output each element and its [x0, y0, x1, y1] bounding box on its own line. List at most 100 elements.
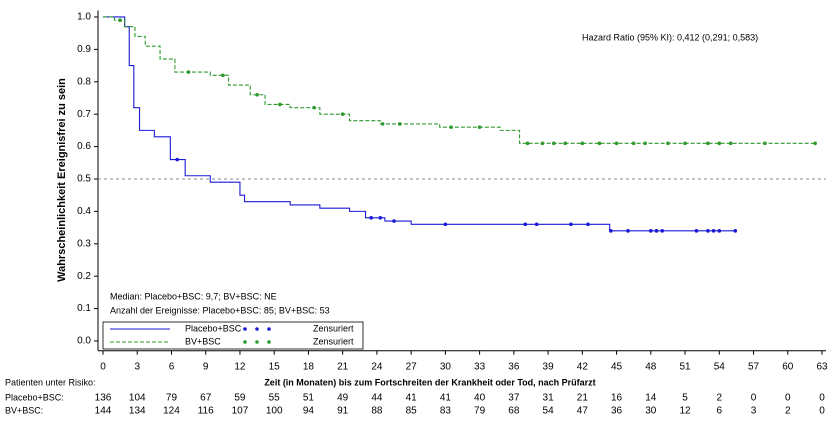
censor-mark — [728, 141, 733, 146]
risk-value: 5 — [682, 393, 688, 404]
censor-mark — [443, 222, 448, 227]
x-tick-label: 57 — [748, 361, 760, 372]
risk-value: 83 — [440, 406, 452, 417]
y-tick-label: 0.0 — [77, 336, 91, 347]
y-axis-label: Wahrscheinlichkeit Ereignisfrei zu sein — [56, 78, 68, 282]
risk-value: 0 — [819, 393, 825, 404]
censor-mark — [525, 141, 530, 146]
x-tick-label: 63 — [816, 361, 828, 372]
censor-mark — [312, 105, 316, 110]
risk-value: 0 — [819, 406, 825, 417]
censor-mark — [813, 141, 817, 146]
legend-box — [102, 321, 364, 350]
y-tick-label: 0.7 — [77, 109, 91, 120]
risk-value: 116 — [198, 406, 214, 417]
risk-value: 6 — [717, 406, 723, 417]
risk-value: 134 — [129, 406, 146, 417]
censor-mark — [660, 229, 665, 233]
x-tick-label: 30 — [440, 361, 452, 372]
legend-censor — [267, 340, 271, 344]
risk-value: 21 — [577, 393, 589, 404]
censor-mark — [380, 122, 385, 126]
censor-mark — [649, 229, 653, 233]
censor-mark — [186, 70, 191, 74]
risk-value: 88 — [371, 406, 383, 417]
x-axis-label: Zeit (in Monaten) bis zum Fortschreiten … — [264, 377, 595, 387]
y-tick-label: 0.5 — [77, 174, 91, 185]
x-tick-label: 3 — [134, 361, 140, 372]
hazard-ratio: Hazard Ratio (95% KI): 0,412 (0,291; 0,5… — [582, 32, 758, 42]
censor-mark — [717, 229, 722, 233]
censor-mark — [552, 141, 556, 146]
censor-mark — [340, 112, 345, 116]
y-tick-label: 0.8 — [77, 76, 91, 87]
legend-censor-label: Zensuriert — [313, 323, 354, 333]
x-tick-label: 12 — [234, 361, 246, 372]
censor-mark — [278, 102, 282, 107]
censor-mark — [609, 229, 613, 233]
censor-mark — [534, 222, 539, 227]
risk-value: 68 — [508, 406, 520, 417]
censor-mark — [643, 141, 647, 146]
risk-value: 54 — [543, 406, 555, 417]
censor-mark — [614, 141, 619, 146]
risk-value: 2 — [717, 393, 723, 404]
censor-mark — [683, 141, 687, 146]
y-tick-label: 0.2 — [77, 271, 91, 282]
censor-mark — [175, 157, 179, 162]
legend-label: BV+BSC — [185, 336, 221, 346]
risk-value: 30 — [645, 406, 657, 417]
y-tick-label: 1.0 — [77, 12, 91, 23]
censor-mark — [631, 141, 636, 146]
risk-row-label: BV+BSC: — [5, 405, 43, 415]
x-tick-label: 24 — [371, 361, 383, 372]
censor-mark — [378, 216, 383, 220]
censor-mark — [540, 141, 545, 146]
x-tick-label: 21 — [337, 361, 349, 372]
risk-row-label: Placebo+BSC: — [5, 392, 64, 402]
risk-value: 67 — [200, 393, 212, 404]
risk-value: 59 — [234, 393, 246, 404]
legend-label: Placebo+BSC — [185, 323, 242, 333]
risk-value: 107 — [232, 406, 249, 417]
risk-value: 94 — [303, 406, 315, 417]
y-tick-label: 0.1 — [77, 303, 91, 314]
legend-censor — [243, 340, 247, 344]
risk-value: 2 — [785, 406, 791, 417]
y-tick-label: 0.6 — [77, 141, 91, 152]
y-tick-label: 0.4 — [77, 206, 91, 217]
risk-value: 44 — [371, 393, 383, 404]
censor-mark — [449, 125, 453, 129]
risk-value: 79 — [474, 406, 486, 417]
risk-value: 91 — [337, 406, 349, 417]
risk-value: 31 — [543, 393, 555, 404]
x-tick-label: 27 — [406, 361, 418, 372]
risk-value: 12 — [679, 406, 691, 417]
x-tick-label: 45 — [611, 361, 623, 372]
risk-value: 49 — [337, 393, 349, 404]
legend-censor — [255, 327, 259, 331]
risk-value: 0 — [751, 393, 757, 404]
x-tick-label: 15 — [269, 361, 281, 372]
censor-mark — [580, 141, 585, 146]
risk-value: 16 — [611, 393, 623, 404]
censor-mark — [706, 141, 710, 146]
risk-value: 79 — [166, 393, 178, 404]
events-note: Anzahl der Ereignisse: Placebo+BSC: 85; … — [110, 305, 330, 315]
censor-mark — [626, 229, 630, 233]
x-tick-label: 60 — [782, 361, 794, 372]
risk-value: 124 — [163, 406, 180, 417]
censor-mark — [597, 141, 602, 146]
x-tick-label: 0 — [100, 361, 106, 372]
censor-mark — [369, 216, 373, 220]
risk-value: 14 — [645, 393, 657, 404]
censor-mark — [569, 222, 573, 227]
risk-value: 51 — [303, 393, 315, 404]
censor-mark — [477, 125, 482, 129]
survival-curve — [103, 16, 816, 144]
censor-mark — [711, 229, 716, 233]
legend-censor-label: Zensuriert — [313, 336, 354, 346]
censor-mark — [706, 229, 710, 233]
median-note: Median: Placebo+BSC: 9,7; BV+BSC: NE — [110, 291, 277, 301]
